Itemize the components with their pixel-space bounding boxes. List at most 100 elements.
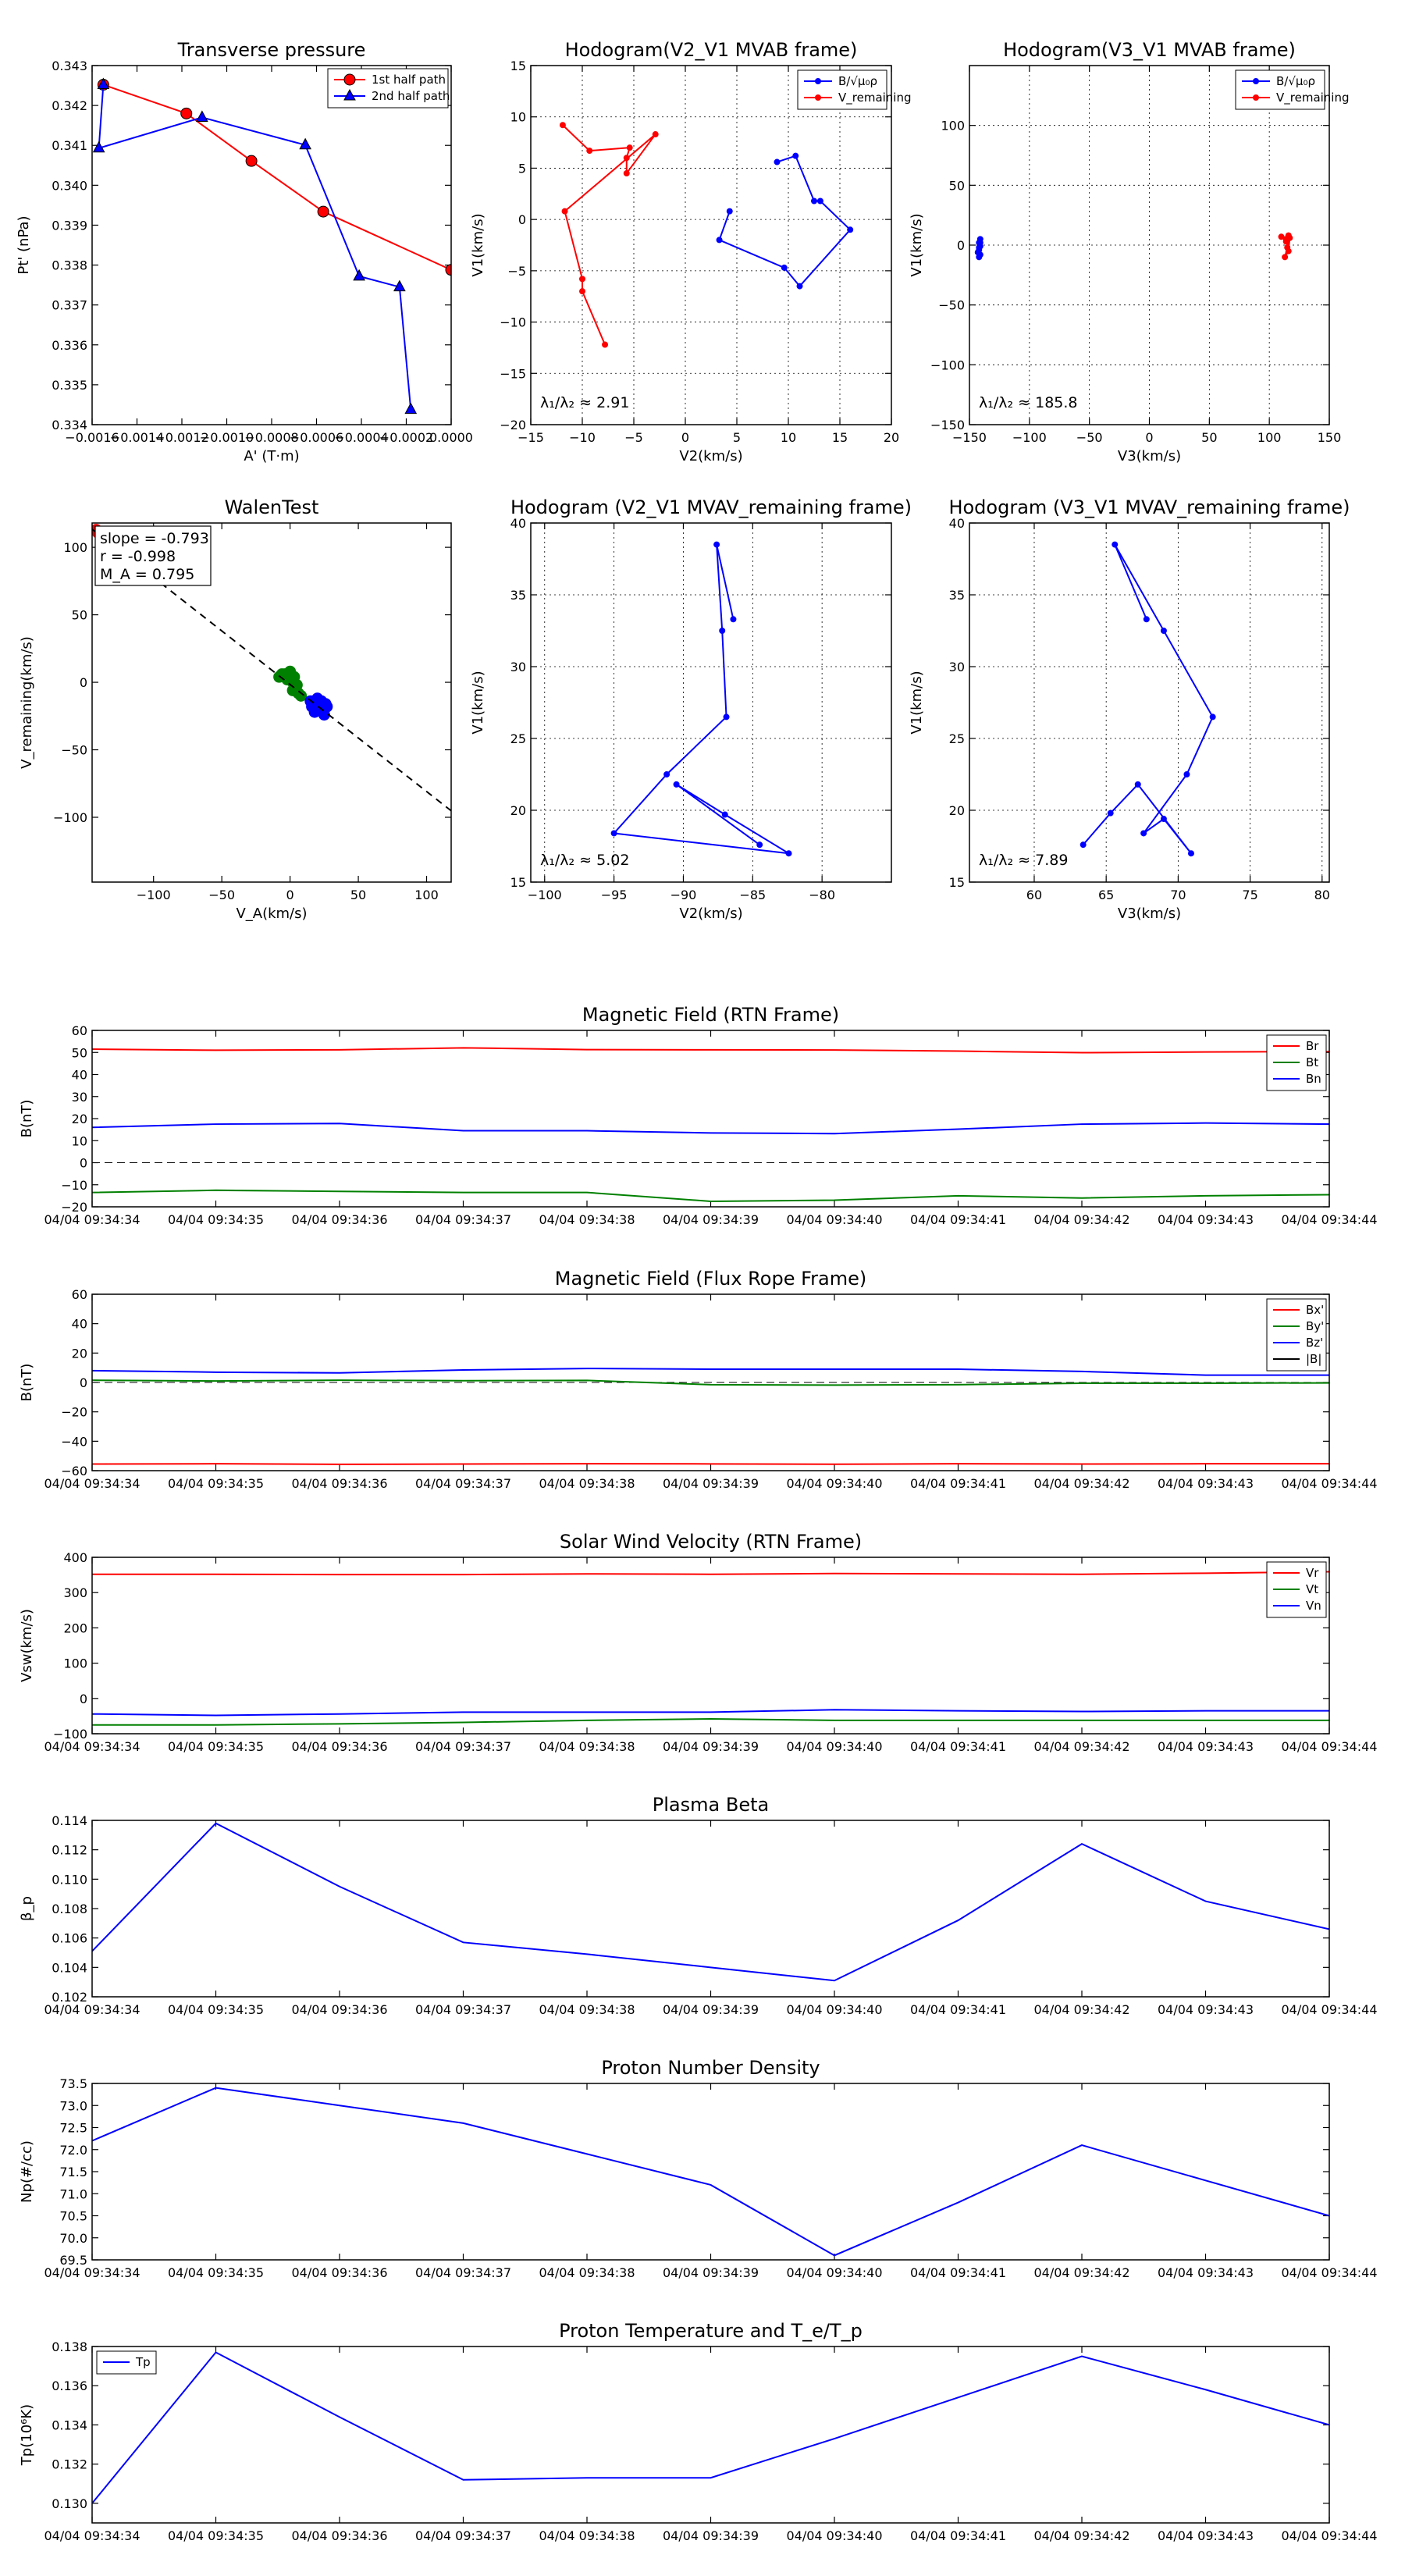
data-point [713,541,720,548]
x-tick-label: 04/04 09:34:35 [168,2265,264,2280]
y-tick-label: 15 [510,875,526,890]
axes-frame [530,522,892,883]
x-tick-label: 04/04 09:34:44 [1281,2265,1377,2280]
y-tick-label: 0.338 [52,258,87,273]
axes-frame [91,522,452,883]
x-tick-label: 04/04 09:34:44 [1281,2002,1377,2017]
axes-frame [969,65,1330,425]
y-tick-label: 0.337 [52,298,87,313]
data-point [781,264,788,271]
x-tick-label: 04/04 09:34:41 [910,1212,1006,1227]
chart-np: Proton Number Density 69.5 70.0 70.5 71.0 71.… [19,2057,1378,2280]
y-axis-label: B(nT) [19,1100,35,1138]
y-tick-label: 300 [63,1585,87,1600]
series-line [562,124,656,345]
chart-title: Hodogram (V2_V1 MVAV_remaining frame) [510,496,912,518]
legend-label: 1st half path [372,73,446,87]
series-path [610,541,792,857]
x-tick-label: 150 [1318,430,1342,445]
y-tick-label: 35 [949,588,965,603]
legend-label: By' [1306,1319,1324,1333]
x-tick-label: 04/04 09:34:42 [1033,1739,1129,1754]
axes-frame [91,2346,1330,2524]
stats-line: r = -0.998 [100,548,176,565]
series-line [103,84,451,271]
series-b [716,152,854,290]
x-tick-label: 75 [1242,888,1257,902]
x-tick-label: 04/04 09:34:39 [663,2002,759,2017]
chart-sw_vel: Solar Wind Velocity (RTN Frame) −100 0 100 2… [19,1531,1378,1754]
x-tick-label: 04/04 09:34:37 [415,1476,511,1491]
x-tick-label: 0 [681,430,689,445]
series-blue [304,692,333,721]
data-point [308,706,321,718]
data-point [445,264,451,276]
plot-area [92,1047,1329,1202]
legend-label: Br [1306,1039,1319,1053]
chart-hodo3: Hodogram (V2_V1 MVAV_remaining frame) 15 2… [470,496,912,922]
chart-hodo1: Hodogram(V2_V1 MVAB frame)−20−15−10−5051… [470,39,912,464]
x-tick-label: −90 [670,888,697,902]
data-point [796,283,803,290]
y-tick-label: 0.138 [52,2339,87,2354]
data-point [815,94,821,101]
x-axis-label: V2(km/s) [679,906,742,922]
x-tick-label: 04/04 09:34:44 [1281,1739,1377,1754]
x-tick-label: 04/04 09:34:37 [415,2265,511,2280]
data-point [816,197,823,205]
x-tick-label: 15 [832,430,848,445]
x-tick-label: 04/04 09:34:38 [539,1476,635,1491]
x-tick-label: 04/04 09:34:38 [539,1212,635,1227]
y-tick-label: 71.0 [59,2186,87,2201]
eigen-ratio-annotation: λ₁/λ₂ ≈ 185.8 [979,394,1078,411]
y-tick-label: 5 [518,161,526,176]
y-axis-label: B(nT) [19,1364,35,1402]
y-tick-label: 0.340 [52,178,87,193]
data-point [847,226,854,233]
y-tick-label: 30 [72,1090,87,1105]
y-axis-label: Pt' (nPa) [16,215,32,274]
x-tick-label: 04/04 09:34:38 [539,1739,635,1754]
series-b [974,236,984,261]
chart-title: Plasma Beta [653,1794,769,1816]
x-tick-label: 04/04 09:34:41 [910,2002,1006,2017]
x-tick-label: −100 [137,888,171,902]
data-point [295,689,308,702]
data-point [343,73,356,86]
x-tick-label: 04/04 09:34:42 [1033,1212,1129,1227]
y-axis-label: V1(km/s) [470,213,486,276]
plot-area [92,1571,1329,1726]
x-tick-label: −50 [1076,430,1103,445]
series-line-np [92,2087,1329,2257]
x-tick-label: 20 [884,430,899,445]
chart-tp_temp: Proton Temperature and T_e/T_p 0.130 0.132… [19,2320,1378,2543]
series-line-br [92,1047,1329,1054]
y-tick-label: 0 [518,212,526,227]
y-tick-label: −100 [930,358,965,372]
data-point [652,131,659,138]
data-point [1282,254,1289,261]
y-tick-label: 0.108 [52,1902,87,1916]
y-tick-label: 0.336 [52,338,87,353]
y-tick-label: 70.5 [59,2209,87,2224]
x-tick-label: −50 [208,888,235,902]
axes-frame [91,2083,1330,2261]
data-point [1253,78,1259,84]
y-tick-label: 20 [510,803,526,818]
x-tick-label: 04/04 09:34:42 [1033,2528,1129,2543]
y-tick-label: 72.0 [59,2143,87,2158]
data-point [317,205,329,218]
x-tick-label: 04/04 09:34:36 [291,2002,387,2017]
data-point [602,341,609,348]
legend-label: |B| [1306,1352,1321,1366]
data-point [561,208,568,215]
data-point [586,148,593,155]
series-green [273,665,308,702]
y-tick-label: −50 [61,743,87,758]
y-tick-label: −20 [61,1405,87,1420]
legend-label: Bt [1306,1055,1318,1069]
x-axis-label: V3(km/s) [1118,448,1181,464]
series-path [1080,541,1216,857]
legend-label: Vt [1306,1582,1318,1596]
data-point [393,279,406,292]
